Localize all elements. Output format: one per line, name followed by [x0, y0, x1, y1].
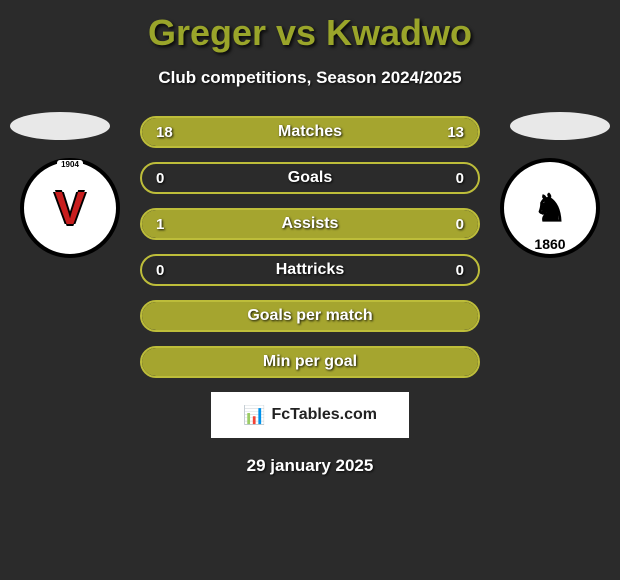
- stat-row: 10Assists: [140, 208, 480, 240]
- crest-right-symbol: ♞: [533, 186, 567, 231]
- stat-row: 1813Matches: [140, 116, 480, 148]
- stat-row: Min per goal: [140, 346, 480, 378]
- crest-left-banner: 1904: [57, 160, 83, 169]
- name-oval-right: [510, 112, 610, 140]
- stat-row: Goals per match: [140, 300, 480, 332]
- crest-left-letter: V: [55, 181, 86, 235]
- stat-row: 00Goals: [140, 162, 480, 194]
- snapshot-date: 29 january 2025: [0, 456, 620, 476]
- stat-bars: 1813Matches 00Goals 10Assists 00Hattricks Go…: [140, 116, 480, 378]
- stat-label: Min per goal: [142, 353, 478, 371]
- stat-label: Matches: [142, 123, 478, 141]
- name-oval-left: [10, 112, 110, 140]
- main-area: 1904 V ♞ 1860 1813Matches 00Goals 10Assist…: [0, 116, 620, 476]
- comparison-title: Greger vs Kwadwo: [0, 0, 620, 54]
- source-text: FcTables.com: [271, 406, 377, 424]
- comparison-subtitle: Club competitions, Season 2024/2025: [0, 68, 620, 88]
- stat-row: 00Hattricks: [140, 254, 480, 286]
- club-crest-left: 1904 V: [20, 158, 120, 258]
- stat-label: Goals: [142, 169, 478, 187]
- crest-right-year: 1860: [534, 236, 565, 252]
- club-crest-right: ♞ 1860: [500, 158, 600, 258]
- chart-icon: 📊: [243, 405, 265, 426]
- stat-label: Hattricks: [142, 261, 478, 279]
- source-logo: 📊 FcTables.com: [211, 392, 409, 438]
- stat-label: Assists: [142, 215, 478, 233]
- stat-label: Goals per match: [142, 307, 478, 325]
